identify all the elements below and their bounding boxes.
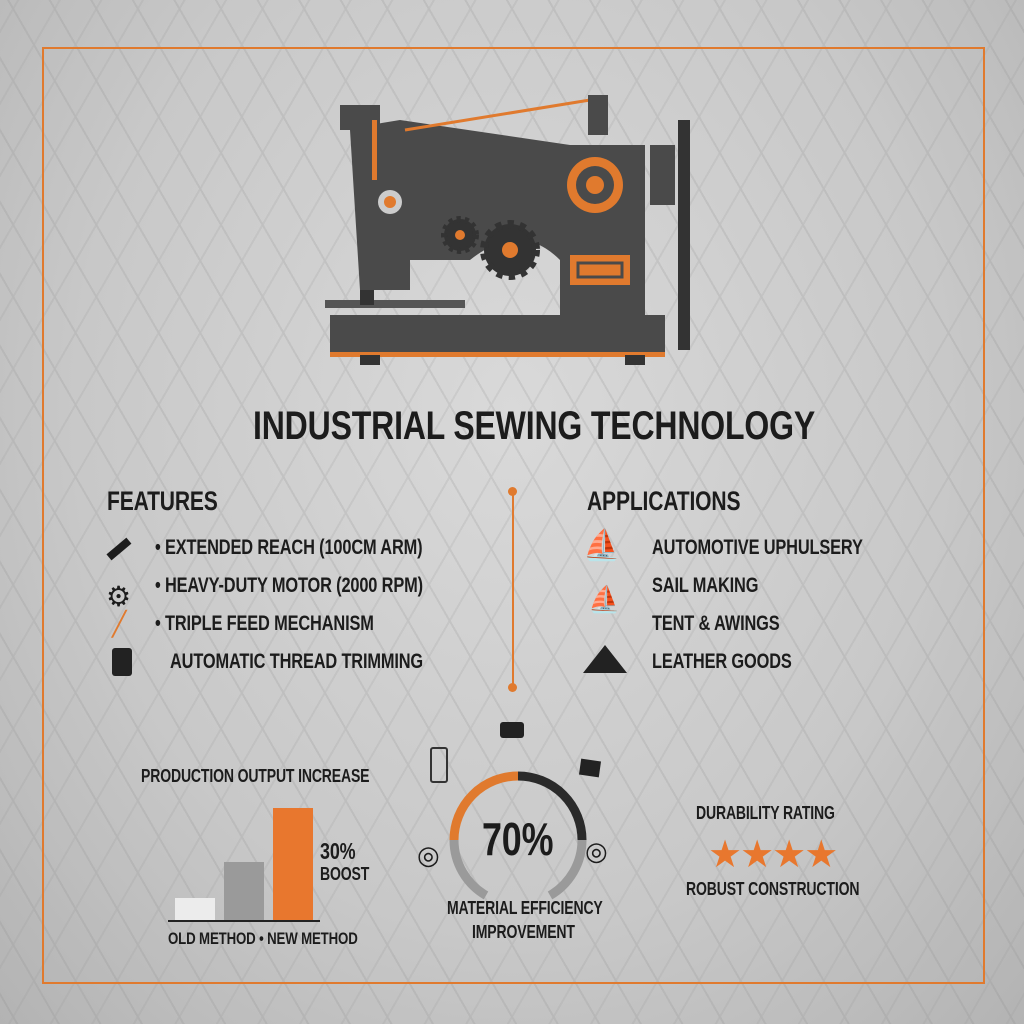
- features-heading: FEATURES: [107, 486, 218, 516]
- sailboat-icon: ⛵: [583, 529, 621, 562]
- feature-item: • TRIPLE FEED MECHANISM: [155, 612, 374, 635]
- application-item: AUTOMOTIVE UPHULSERY: [652, 536, 863, 559]
- gauge-caption: MATERIAL EFFICIENCY: [447, 898, 603, 918]
- star-icon: ★: [804, 834, 838, 876]
- bar-chart-baseline: [168, 920, 320, 922]
- border-frame: [42, 47, 985, 984]
- bar-chart-title: PRODUCTION OUTPUT INCREASE: [141, 766, 370, 786]
- gauge-caption: IMPROVEMENT: [472, 922, 575, 942]
- thread-spool-icon: [112, 648, 132, 676]
- gauge-segment: [517, 771, 587, 841]
- applications-heading: APPLICATIONS: [587, 486, 741, 516]
- feature-item: • HEAVY-DUTY MOTOR (2000 RPM): [155, 574, 423, 597]
- durability-caption: ROBUST CONSTRUCTION: [686, 879, 860, 899]
- divider-dot: [508, 683, 517, 692]
- star-icon: ★: [740, 834, 774, 876]
- thread-spool-icon: [430, 747, 448, 783]
- feature-item: AUTOMATIC THREAD TRIMMING: [170, 650, 424, 673]
- efficiency-gauge: [449, 771, 587, 900]
- gauge-track: [449, 839, 489, 900]
- star-icon: ★: [772, 834, 806, 876]
- divider: [512, 491, 514, 687]
- page-title: INDUSTRIAL SEWING TECHNOLOGY: [253, 404, 816, 448]
- boost-label: BOOST: [320, 864, 370, 884]
- fabric-roll-icon: ◎: [585, 836, 608, 866]
- needle-icon: ╱: [112, 611, 127, 638]
- gauge-value: 70%: [482, 813, 554, 865]
- bar-chart-xlabel: OLD METHOD • NEW METHOD: [168, 929, 358, 948]
- fabric-roll-icon: ◎: [417, 840, 440, 870]
- tent-icon: [583, 645, 627, 673]
- bar: [175, 897, 215, 920]
- application-item: TENT & AWINGS: [652, 612, 780, 635]
- star-rating: ★★★★: [708, 832, 838, 877]
- feature-item: • EXTENDED REACH (100CM ARM): [155, 536, 423, 559]
- application-item: SAIL MAKING: [652, 574, 759, 597]
- gauge-track: [547, 839, 587, 900]
- sailboat-icon: ⛵: [588, 584, 621, 614]
- star-icon: ★: [708, 834, 742, 876]
- fabric-swatch-icon: [578, 758, 602, 778]
- durability-title: DURABILITY RATING: [696, 803, 835, 823]
- application-item: LEATHER GOODS: [652, 650, 792, 673]
- boost-value: 30%: [320, 838, 356, 864]
- gear-icon: ⚙: [106, 581, 132, 612]
- gauge-fill: [449, 771, 519, 841]
- sewing-machine-illustration: [325, 95, 690, 365]
- bar: [224, 861, 264, 920]
- machine-part-icon: [500, 722, 524, 738]
- bar: [273, 808, 313, 920]
